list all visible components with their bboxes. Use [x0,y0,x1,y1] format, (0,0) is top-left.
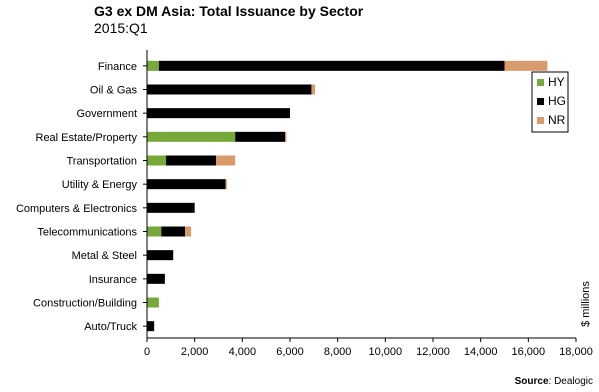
bar-hg [147,321,155,332]
category-label: Transportation [66,156,137,168]
bars-layer [147,60,548,332]
bar-nr [285,131,287,142]
category-label: Finance [98,61,137,73]
bar-hy [147,155,167,166]
bar-nr [216,155,236,166]
bar-nr [225,179,227,190]
x-tick-label: 0 [144,346,150,358]
legend-label-hy: HY [548,75,565,89]
category-label: Real Estate/Property [36,132,138,144]
x-tick-label: 14,000 [464,346,498,358]
bar-hg [147,108,290,119]
source-text: : Dealogic [548,376,593,387]
category-label: Construction/Building [33,298,137,310]
x-tick-label: 16,000 [512,346,546,358]
chart-title: G3 ex DM Asia: Total Issuance by Sector [94,3,364,19]
bar-nr [185,226,192,237]
bar-hg [147,202,195,213]
legend-swatch-hg [537,98,544,105]
category-label: Utility & Energy [62,179,138,191]
bar-hg [147,273,165,284]
source-label: Source [514,376,549,387]
x-tick-label: 2,000 [181,346,209,358]
bar-hy [147,131,236,142]
x-tick-label: 6,000 [276,346,304,358]
bar-hg [161,226,186,237]
bar-hg [235,131,286,142]
x-tick-label: 8,000 [324,346,352,358]
bar-hg [166,155,217,166]
category-label: Metal & Steel [72,250,137,262]
bar-nr [504,60,548,71]
x-tick-label: 18,000 [559,346,593,358]
category-label: Oil & Gas [90,85,138,97]
category-label: Telecommunications [37,227,137,239]
legend: HY HG NR [531,71,569,133]
category-label: Computers & Electronics [16,203,138,215]
bar-hg [147,84,312,95]
bar-hy [147,60,159,71]
axis-layer: Finance Oil & Gas Government Real Estate/Pr… [16,50,593,358]
bar-hy [147,297,159,308]
bar-hg [147,179,226,190]
category-label: Government [76,108,137,120]
legend-swatch-hy [537,79,544,86]
x-tick-label: 4,000 [229,346,257,358]
bar-nr [311,84,316,95]
source-note: Source: Dealogic [515,376,593,387]
x-tick-label: 12,000 [416,346,450,358]
bar-hy [147,226,162,237]
bar-hg [147,250,174,261]
legend-label-nr: NR [548,113,566,127]
x-tick-label: 10,000 [369,346,403,358]
category-label: Auto/Truck [84,321,137,333]
bar-hg [158,60,505,71]
category-label: Insurance [89,274,137,286]
legend-label-hg: HG [548,94,566,108]
y-axis-unit-label: $ millions [580,281,592,327]
chart-subtitle: 2015:Q1 [94,20,148,36]
legend-swatch-nr [537,117,544,124]
